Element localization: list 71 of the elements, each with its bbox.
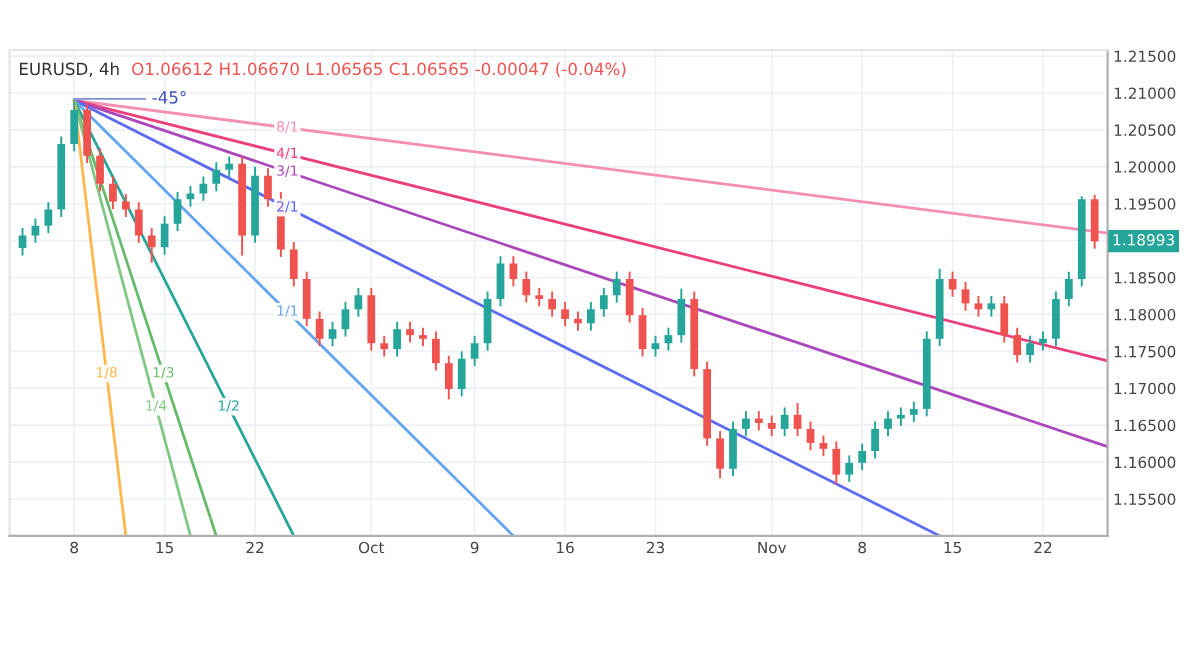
candlestick xyxy=(186,185,195,208)
candlestick xyxy=(134,201,143,244)
candlestick xyxy=(961,281,970,312)
candlestick xyxy=(742,410,750,438)
candlestick xyxy=(909,400,918,424)
candlestick xyxy=(987,295,996,318)
candlestick xyxy=(289,241,298,288)
candlestick xyxy=(406,320,414,344)
annotation: -45° xyxy=(152,91,186,104)
candlestick xyxy=(884,410,892,438)
candlestick xyxy=(83,101,91,165)
candlestick xyxy=(832,440,841,486)
candlestick xyxy=(328,320,337,348)
candlestick xyxy=(612,270,621,304)
candlestick xyxy=(677,287,686,344)
candlestick xyxy=(522,270,531,304)
candlestick xyxy=(897,406,905,427)
candlestick xyxy=(548,290,557,318)
candlestick xyxy=(599,286,608,318)
candlestick xyxy=(393,320,401,358)
candlestick xyxy=(457,350,466,398)
candlestick xyxy=(1090,193,1099,250)
candlestick xyxy=(199,175,208,202)
candlestick xyxy=(638,306,647,358)
candlestick xyxy=(419,326,427,348)
candlestick xyxy=(716,430,724,480)
candlestick xyxy=(1013,326,1022,364)
candlestick xyxy=(470,334,479,368)
candlestick xyxy=(1026,334,1034,364)
candlestick xyxy=(780,406,789,438)
candlestick xyxy=(225,155,234,179)
candlestick xyxy=(819,434,828,458)
candlestick xyxy=(147,227,156,264)
candlestick xyxy=(173,190,182,232)
candlestick xyxy=(315,310,324,348)
candlestick xyxy=(754,410,763,432)
candlestick xyxy=(302,270,311,328)
candlestick xyxy=(561,300,569,328)
candlestick xyxy=(1064,270,1073,308)
candlestick xyxy=(574,310,582,332)
candlestick xyxy=(729,420,737,478)
candlestick xyxy=(18,227,27,257)
candlestick xyxy=(96,147,104,193)
candlestick xyxy=(845,454,854,483)
candlestick xyxy=(341,300,350,338)
candlestick xyxy=(587,300,595,332)
candlestick xyxy=(354,286,363,318)
candlestick xyxy=(767,414,776,438)
candlestick xyxy=(109,175,117,210)
candlestick xyxy=(380,334,389,358)
candlestick xyxy=(121,193,130,218)
candlestick xyxy=(806,420,815,452)
candlestick xyxy=(444,354,453,401)
text: O1.06612 H1.06670 L1.06565 C1.06565 -0.00047 (-0.04%) xyxy=(132,62,626,78)
candlestick xyxy=(264,167,272,208)
candlestick xyxy=(793,402,802,438)
candlestick xyxy=(535,286,544,308)
candlestick xyxy=(651,334,660,358)
candlestick xyxy=(1000,295,1009,344)
candlestick xyxy=(432,330,440,372)
candlestick xyxy=(974,295,983,318)
candlestick xyxy=(483,290,492,352)
candlestick xyxy=(1052,290,1060,348)
candlestick xyxy=(625,270,634,324)
candlestick xyxy=(44,201,53,235)
candlestick xyxy=(871,420,879,460)
candlestick xyxy=(367,286,376,352)
text: EURUSD, 4h xyxy=(20,62,119,77)
candlestick xyxy=(1039,330,1047,352)
candlestick xyxy=(212,161,221,193)
candlestick xyxy=(858,442,867,472)
